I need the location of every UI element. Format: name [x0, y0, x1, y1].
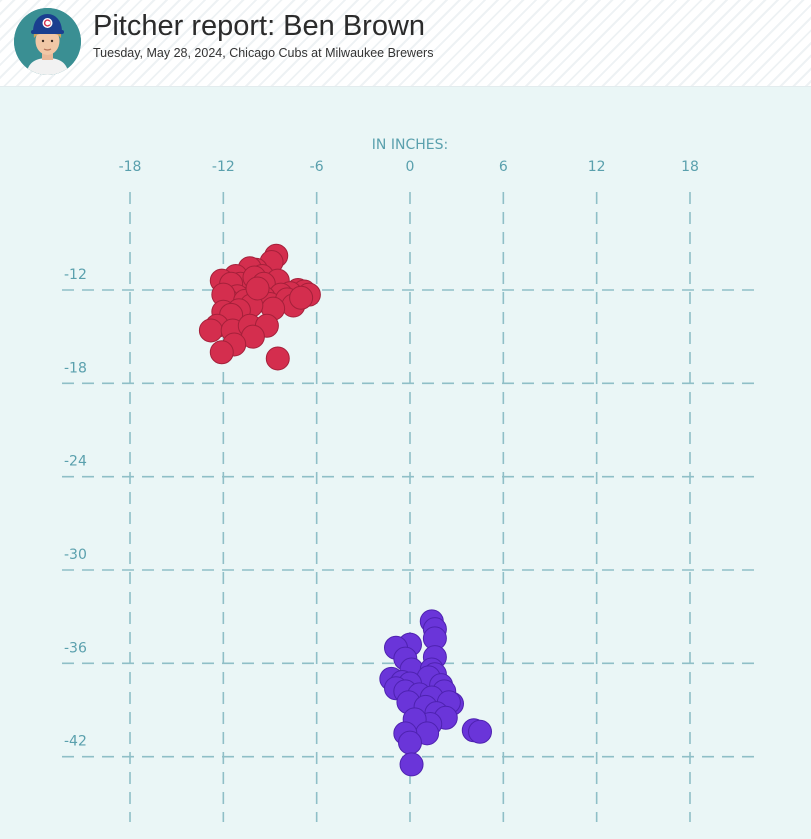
axis-tick-labels: -18 -12 -6 0 6 12 18 -12 -18 -24 -30 -36 -42: [64, 159, 699, 750]
pitch-point: [399, 752, 424, 777]
x-tick-label: -18: [119, 159, 142, 175]
report-header: Pitcher report: Ben Brown Tuesday, May 2…: [0, 0, 811, 87]
x-axis-unit-label: IN INCHES:: [372, 137, 448, 153]
game-subtitle: Tuesday, May 28, 2024, Chicago Cubs at M…: [93, 46, 434, 60]
y-tick-label: -30: [64, 547, 87, 563]
player-avatar: [14, 8, 81, 75]
x-tick-label: 0: [406, 159, 415, 175]
player-headshot-icon: [14, 8, 81, 75]
pitch-points: [198, 243, 492, 777]
pitch-point: [209, 340, 234, 365]
page-title: Pitcher report: Ben Brown: [93, 10, 426, 42]
x-tick-label: 12: [588, 159, 606, 175]
y-tick-label: -36: [64, 640, 87, 656]
pitch-point: [265, 346, 290, 371]
y-tick-label: -18: [64, 360, 87, 376]
y-tick-label: -24: [64, 454, 87, 470]
y-tick-label: -12: [64, 267, 87, 283]
pitch-movement-chart: -18 -12 -6 0 6 12 18 -12 -18 -24 -30 -36 -42 IN INCH…: [62, 137, 756, 822]
pitch-point: [289, 285, 314, 310]
x-tick-label: 6: [499, 159, 508, 175]
pitch-point: [198, 318, 223, 343]
pitch-point: [467, 719, 492, 744]
y-tick-label: -42: [64, 734, 87, 750]
x-tick-label: 18: [681, 159, 699, 175]
x-tick-label: -6: [310, 159, 324, 175]
pitch-point: [398, 730, 422, 755]
pitch-point: [245, 276, 270, 301]
x-tick-label: -12: [212, 159, 235, 175]
